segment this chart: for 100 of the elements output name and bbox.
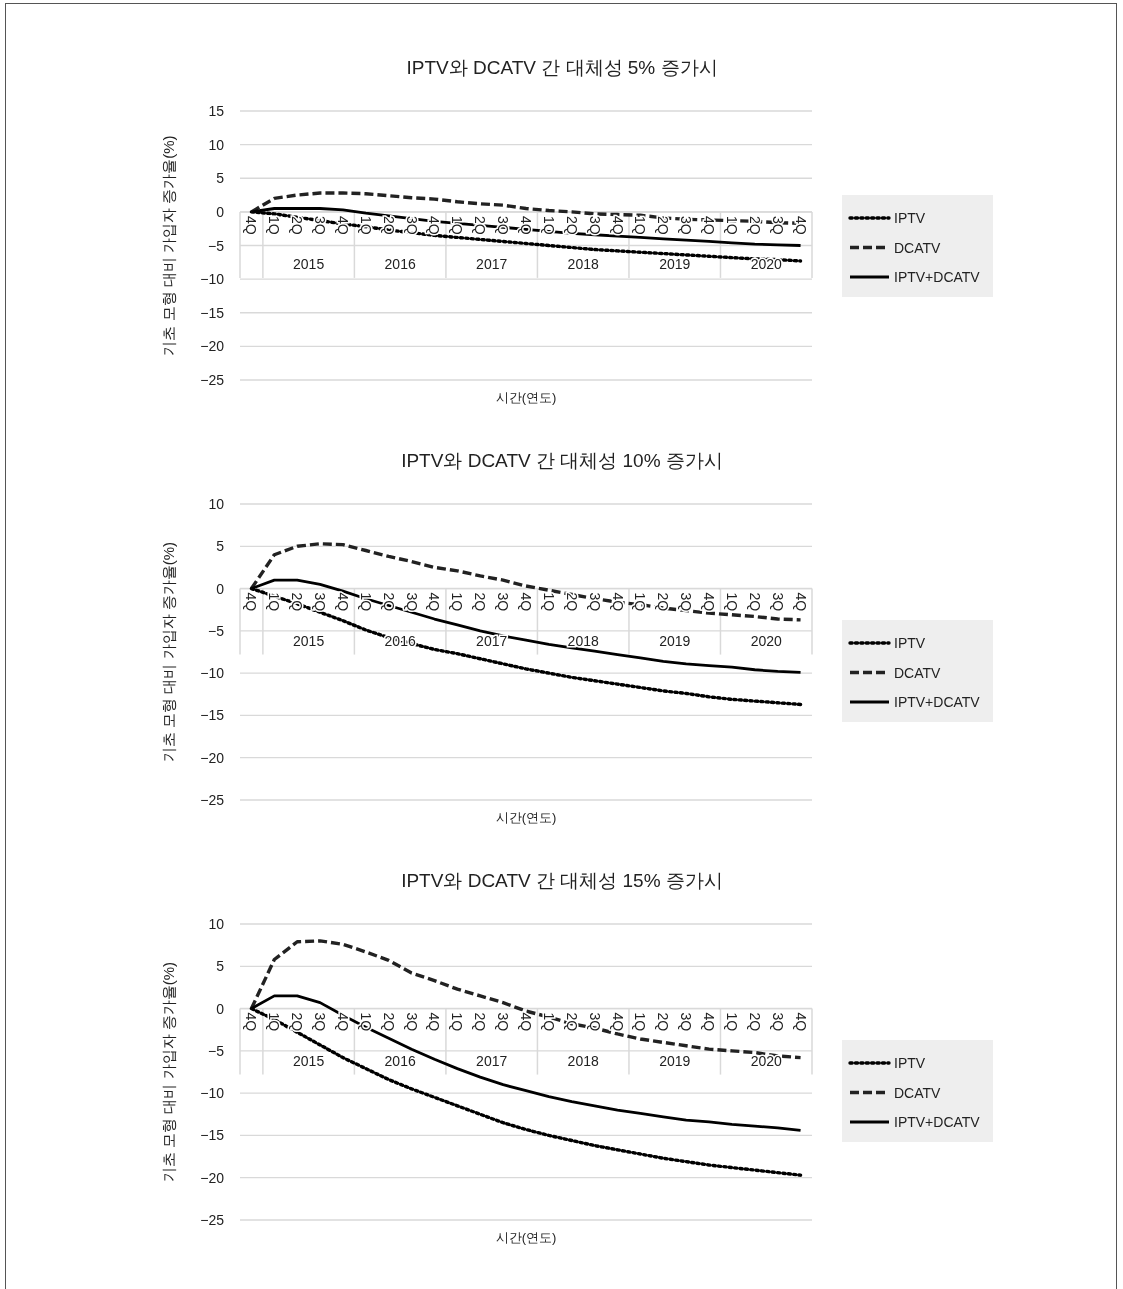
y-tick-label: −20 — [200, 338, 225, 355]
x-tick-label: 4Q — [701, 592, 718, 612]
x-tick-label: 4Q — [701, 1012, 718, 1032]
annotation: 2016 — [384, 1052, 416, 1069]
annotation: 2018 — [567, 255, 599, 272]
x-tick-label: 1Q — [540, 592, 557, 612]
x-tick-label: 4Q — [334, 592, 351, 612]
y-tick-label: −5 — [208, 237, 225, 254]
y-tick-label: −10 — [200, 1085, 225, 1102]
annotation: 2019 — [659, 632, 691, 649]
x-tick-label: 3Q — [495, 215, 512, 235]
x-tick-label: 2Q — [289, 1012, 306, 1032]
legend-label: DCATV — [894, 1084, 942, 1101]
x-tick-label: 3Q — [403, 215, 420, 235]
x-tick-label: 2Q — [563, 592, 580, 612]
x-tick-label: 4Q — [334, 215, 351, 235]
y-tick-label: −5 — [208, 622, 225, 639]
x-tick-label: 3Q — [678, 592, 695, 612]
y-tick-label: −25 — [200, 372, 225, 388]
x-tick-label: 2Q — [472, 592, 489, 612]
x-tick-label: 3Q — [678, 215, 695, 235]
y-tick-label: −20 — [200, 1169, 225, 1186]
annotation: 2019 — [659, 255, 691, 272]
x-tick-label: 1Q — [357, 215, 374, 235]
x-tick-label: 3Q — [495, 592, 512, 612]
x-tick-label: 2Q — [472, 1012, 489, 1032]
x-tick-label: 3Q — [403, 592, 420, 612]
x-tick-label: 2Q — [563, 1012, 580, 1032]
x-tick-label: 3Q — [769, 592, 786, 612]
y-tick-label: −10 — [200, 271, 225, 288]
x-tick-label: 3Q — [769, 1012, 786, 1032]
legend-label: DCATV — [894, 664, 942, 681]
y-tick-label: 0 — [216, 203, 225, 220]
annotation: 2015 — [293, 255, 325, 272]
title: IPTV와 DCATV 간 대체성 10% 증가시 — [401, 450, 723, 471]
title: IPTV와 DCATV 간 대체성 15% 증가시 — [401, 870, 723, 891]
x-tick-label: 4Q — [792, 1012, 809, 1032]
y-tick-label: −15 — [200, 707, 225, 724]
legend-label: IPTV — [894, 210, 926, 226]
y-axis-title: 기초 모형 대비 가입자 증가율(%) — [160, 962, 177, 1182]
x-tick-label: 3Q — [495, 1012, 512, 1032]
y-tick-label: −25 — [200, 792, 225, 808]
x-tick-label: 2Q — [746, 215, 763, 235]
y-tick-label: 5 — [216, 170, 225, 187]
annotation: 2015 — [293, 632, 325, 649]
y-tick-label: 15 — [208, 103, 225, 119]
x-axis-title: 시간(연도) — [495, 1230, 557, 1245]
x-tick-label: 3Q — [769, 215, 786, 235]
x-tick-label: 3Q — [403, 1012, 420, 1032]
y-tick-label: 10 — [208, 136, 225, 153]
x-tick-label: 1Q — [266, 1012, 283, 1032]
x-tick-label: 2Q — [472, 215, 489, 235]
annotation: 2020 — [750, 632, 783, 649]
x-tick-label: 3Q — [586, 592, 603, 612]
y-tick-label: 0 — [216, 1000, 225, 1017]
x-tick-label: 1Q — [540, 215, 557, 235]
x-axis-title: 시간(연도) — [495, 810, 557, 825]
annotation: 2017 — [476, 1052, 508, 1069]
x-tick-label: 4Q — [426, 592, 443, 612]
x-tick-label: 2Q — [289, 215, 306, 235]
x-tick-label: 1Q — [357, 592, 374, 612]
x-tick-label: 1Q — [723, 215, 740, 235]
x-tick-label: 4Q — [426, 1012, 443, 1032]
x-tick-label: 4Q — [243, 592, 260, 612]
x-tick-label: 4Q — [518, 592, 534, 612]
x-tick-label: 4Q — [426, 215, 443, 235]
annotation: 2020 — [750, 1052, 783, 1069]
x-tick-label: 4Q — [792, 215, 809, 235]
x-tick-label: 3Q — [312, 1012, 329, 1032]
legend-label: IPTV+DCATV — [894, 269, 981, 285]
annotation: 2019 — [659, 1052, 691, 1069]
y-tick-label: 5 — [216, 538, 225, 555]
legend-label: IPTV+DCATV — [894, 694, 981, 710]
x-tick-label: 1Q — [723, 592, 740, 612]
x-tick-label: 1Q — [632, 592, 649, 612]
x-tick-label: 1Q — [723, 1012, 740, 1032]
x-tick-label: 3Q — [312, 592, 329, 612]
y-tick-label: 10 — [208, 496, 225, 512]
x-tick-label: 2Q — [563, 215, 580, 235]
x-tick-label: 1Q — [449, 592, 466, 612]
x-tick-label: 3Q — [678, 1012, 695, 1032]
y-tick-label: −20 — [200, 749, 225, 766]
x-tick-label: 1Q — [449, 215, 466, 235]
x-tick-label: 3Q — [586, 215, 603, 235]
x-tick-label: 1Q — [357, 1012, 374, 1032]
title: IPTV와 DCATV 간 대체성 5% 증가시 — [406, 57, 718, 78]
y-tick-label: 0 — [216, 580, 225, 597]
x-tick-label: 2Q — [380, 215, 397, 235]
x-tick-label: 1Q — [266, 215, 283, 235]
y-axis-title: 기초 모형 대비 가입자 증가율(%) — [160, 135, 177, 356]
y-tick-label: −10 — [200, 665, 225, 682]
x-tick-label: 4Q — [334, 1012, 351, 1032]
x-tick-label: 1Q — [632, 1012, 649, 1032]
legend-label: IPTV — [894, 1055, 926, 1071]
annotation: 2015 — [293, 1052, 325, 1069]
x-tick-label: 1Q — [449, 1012, 466, 1032]
x-tick-label: 4Q — [701, 215, 718, 235]
legend-label: IPTV — [894, 635, 926, 651]
x-tick-label: 2Q — [746, 592, 763, 612]
x-tick-label: 4Q — [609, 592, 626, 612]
